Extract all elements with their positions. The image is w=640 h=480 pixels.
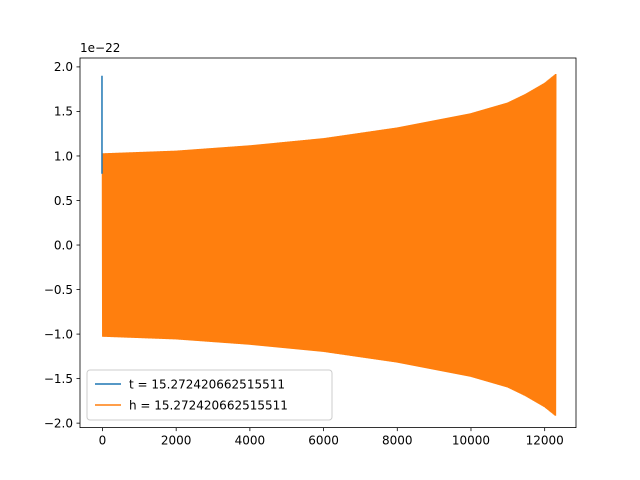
plot-area	[101, 74, 557, 416]
y-offset-label: 1e−22	[80, 41, 120, 55]
y-tick-label: −1.0	[44, 327, 73, 341]
legend-box	[86, 369, 333, 421]
y-tick-label: 1.0	[54, 149, 73, 163]
x-tick-label: 8000	[382, 434, 413, 448]
legend-label: h = 15.272420662515511	[129, 398, 288, 412]
x-tick-label: 10000	[452, 434, 490, 448]
y-tick-label: 0.0	[54, 238, 73, 252]
y-axis: −2.0 −1.5 −1.0 −0.5 0.0 0.5 1.0 1.5 2.0	[44, 60, 80, 430]
x-tick-label: 2000	[161, 434, 192, 448]
y-tick-label: −2.0	[44, 416, 73, 430]
series-h-line	[101, 74, 557, 416]
x-tick-label: 12000	[526, 434, 564, 448]
x-tick-label: 4000	[235, 434, 266, 448]
y-tick-label: −0.5	[44, 283, 73, 297]
y-tick-label: 0.5	[54, 194, 73, 208]
y-tick-label: 2.0	[54, 60, 73, 74]
legend: t = 15.272420662515511 h = 15.27242066251…	[86, 369, 333, 421]
x-axis: 0 2000 4000 6000 8000 10000 12000	[99, 427, 564, 448]
axes-frame	[79, 57, 577, 429]
x-tick-label: 0	[99, 434, 107, 448]
y-tick-label: 1.5	[54, 105, 73, 119]
legend-label: t = 15.272420662515511	[129, 377, 285, 391]
x-tick-label: 6000	[308, 434, 339, 448]
y-tick-label: −1.5	[44, 372, 73, 386]
